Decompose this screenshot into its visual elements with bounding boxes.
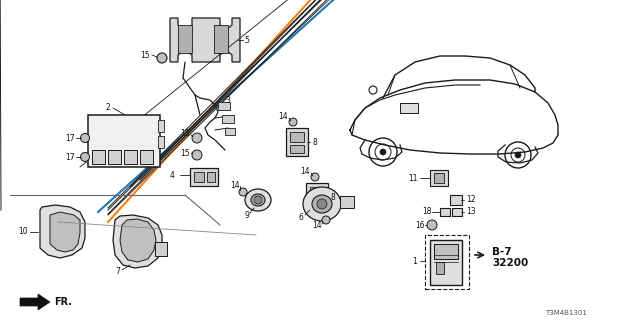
Text: 8: 8: [312, 138, 317, 147]
Bar: [430, 170, 448, 186]
Text: 14: 14: [230, 180, 239, 189]
Text: T3M4B1301: T3M4B1301: [545, 310, 587, 316]
Bar: [88, 115, 160, 167]
Text: 3: 3: [225, 95, 230, 105]
Bar: [340, 196, 354, 208]
Ellipse shape: [303, 187, 341, 221]
Circle shape: [192, 150, 202, 160]
Circle shape: [254, 196, 262, 204]
Bar: [436, 262, 444, 274]
Bar: [425, 235, 469, 289]
Circle shape: [515, 152, 521, 158]
Bar: [194, 172, 204, 182]
Text: 17: 17: [65, 153, 75, 162]
Text: 9: 9: [244, 211, 249, 220]
Bar: [400, 103, 418, 113]
Circle shape: [289, 118, 297, 126]
Polygon shape: [170, 18, 240, 62]
Ellipse shape: [312, 195, 332, 213]
Bar: [218, 102, 230, 110]
Bar: [108, 150, 121, 164]
Bar: [310, 187, 324, 197]
Circle shape: [192, 133, 202, 143]
Bar: [178, 25, 192, 53]
Circle shape: [311, 173, 319, 181]
Text: 8: 8: [330, 193, 335, 202]
Circle shape: [81, 153, 90, 162]
Text: 11: 11: [408, 173, 417, 182]
Circle shape: [317, 199, 327, 209]
Polygon shape: [113, 215, 162, 268]
Text: 5: 5: [244, 36, 249, 44]
Circle shape: [157, 53, 167, 63]
Bar: [434, 244, 458, 259]
Polygon shape: [40, 205, 85, 258]
Bar: [92, 150, 105, 164]
Text: 18: 18: [422, 207, 431, 217]
Bar: [214, 25, 228, 53]
Text: 10: 10: [18, 228, 28, 236]
Bar: [440, 208, 450, 216]
Text: 15: 15: [180, 148, 189, 157]
Text: 15: 15: [140, 51, 150, 60]
Bar: [290, 132, 304, 142]
Polygon shape: [120, 219, 156, 262]
Text: 14: 14: [300, 166, 310, 175]
Text: 14: 14: [278, 111, 287, 121]
Circle shape: [380, 149, 386, 155]
Text: 14: 14: [312, 221, 322, 230]
Bar: [290, 145, 304, 153]
Text: 32200: 32200: [492, 258, 528, 268]
Bar: [155, 242, 167, 256]
Bar: [158, 120, 164, 132]
Circle shape: [239, 188, 247, 196]
Circle shape: [322, 216, 330, 224]
Bar: [207, 172, 215, 182]
Text: B-7: B-7: [492, 247, 511, 257]
Text: 4: 4: [170, 171, 175, 180]
Ellipse shape: [245, 189, 271, 211]
Bar: [190, 168, 218, 186]
Bar: [124, 150, 137, 164]
Text: 15: 15: [180, 129, 189, 138]
Text: 12: 12: [466, 196, 476, 204]
Polygon shape: [20, 294, 50, 310]
Bar: [450, 195, 462, 205]
Text: 13: 13: [466, 207, 476, 217]
Text: 1: 1: [412, 257, 417, 266]
Text: 17: 17: [65, 133, 75, 142]
Circle shape: [81, 133, 90, 142]
Text: 7: 7: [115, 268, 120, 276]
Bar: [286, 128, 308, 156]
Text: FR.: FR.: [54, 297, 72, 307]
Bar: [306, 183, 328, 211]
Bar: [310, 200, 324, 208]
Text: 16: 16: [415, 220, 424, 229]
Bar: [140, 150, 153, 164]
Circle shape: [427, 220, 437, 230]
Text: 2: 2: [105, 102, 109, 111]
Bar: [430, 240, 462, 285]
Bar: [225, 128, 235, 135]
Text: 6: 6: [298, 213, 303, 222]
Bar: [222, 115, 234, 123]
Bar: [158, 136, 164, 148]
Ellipse shape: [251, 194, 265, 206]
Bar: [434, 173, 444, 183]
Polygon shape: [50, 212, 80, 252]
Bar: [452, 208, 462, 216]
